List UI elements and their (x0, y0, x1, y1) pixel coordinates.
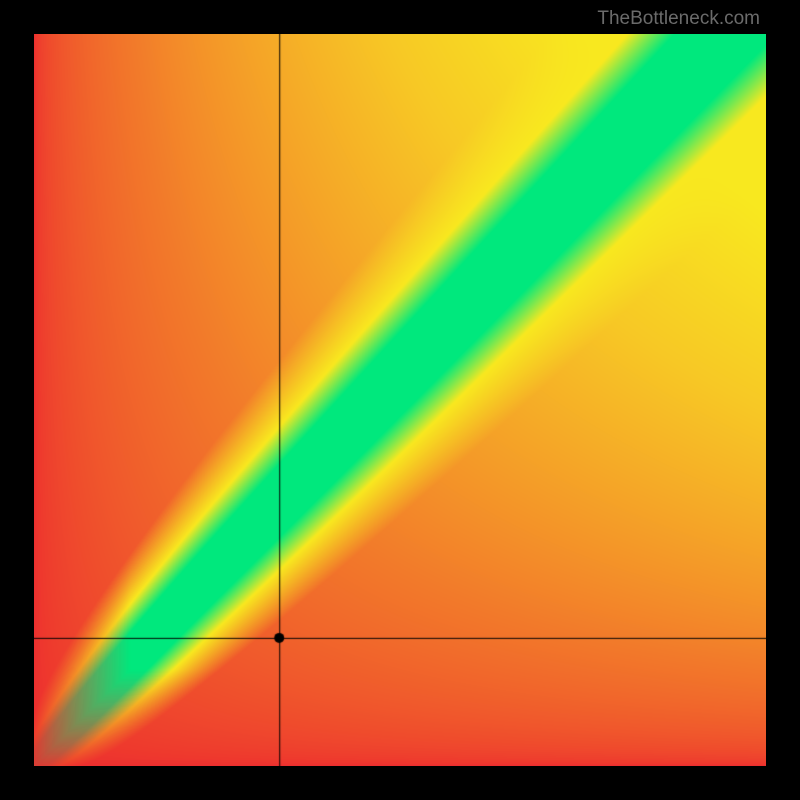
watermark-text: TheBottleneck.com (597, 8, 760, 30)
chart-frame (0, 0, 800, 800)
plot-area (34, 34, 766, 766)
overlay-canvas (34, 34, 766, 766)
